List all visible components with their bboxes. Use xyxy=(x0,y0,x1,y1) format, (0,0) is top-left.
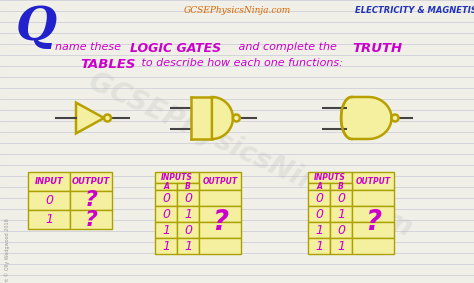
Bar xyxy=(177,183,199,190)
Text: A: A xyxy=(316,182,322,191)
Text: INPUTS: INPUTS xyxy=(161,173,193,182)
Text: 0: 0 xyxy=(45,194,53,207)
Text: ?: ? xyxy=(84,190,98,211)
Text: OUTPUT: OUTPUT xyxy=(72,177,110,186)
Bar xyxy=(70,210,112,229)
Bar xyxy=(155,172,199,183)
Bar xyxy=(70,172,112,191)
Bar xyxy=(308,222,330,238)
Bar xyxy=(308,238,330,254)
Text: GCSEPhysicsNinja.com: GCSEPhysicsNinja.com xyxy=(83,67,416,243)
Bar xyxy=(330,238,352,254)
Text: ?: ? xyxy=(84,209,98,230)
Bar xyxy=(330,222,352,238)
Text: 0: 0 xyxy=(162,192,170,205)
Text: LOGIC GATES: LOGIC GATES xyxy=(130,42,221,55)
Text: 0: 0 xyxy=(184,224,192,237)
Text: ELECTRICITY & MAGNETISM: ELECTRICITY & MAGNETISM xyxy=(355,6,474,15)
Text: Q: Q xyxy=(16,4,57,50)
Bar xyxy=(330,206,352,222)
Bar xyxy=(352,238,394,254)
Text: ?: ? xyxy=(212,208,228,236)
Text: 1: 1 xyxy=(315,224,323,237)
Bar xyxy=(177,206,199,222)
Text: 0: 0 xyxy=(315,192,323,205)
Text: OUTPUT: OUTPUT xyxy=(202,177,237,185)
Text: Copyright © Olly Wedgwood 2016: Copyright © Olly Wedgwood 2016 xyxy=(4,218,10,283)
Text: to describe how each one functions:: to describe how each one functions: xyxy=(138,58,343,68)
Bar xyxy=(352,206,394,222)
Bar xyxy=(155,183,177,190)
Circle shape xyxy=(233,115,240,121)
Text: B: B xyxy=(338,182,344,191)
Text: name these: name these xyxy=(55,42,125,52)
Text: 0: 0 xyxy=(337,224,345,237)
Text: OUTPUT: OUTPUT xyxy=(356,177,391,185)
Bar xyxy=(330,190,352,206)
Bar xyxy=(155,222,177,238)
Bar xyxy=(177,222,199,238)
Bar xyxy=(308,190,330,206)
Bar xyxy=(199,206,241,222)
Bar xyxy=(155,206,177,222)
Circle shape xyxy=(392,115,399,121)
Text: 1: 1 xyxy=(184,207,192,220)
Text: and complete the: and complete the xyxy=(235,42,340,52)
Text: B: B xyxy=(185,182,191,191)
Bar xyxy=(191,97,212,139)
Bar xyxy=(28,210,70,229)
Text: 1: 1 xyxy=(337,207,345,220)
Bar xyxy=(155,190,177,206)
Bar xyxy=(352,172,394,190)
Bar xyxy=(28,191,70,210)
Circle shape xyxy=(104,115,111,121)
Bar xyxy=(352,190,394,206)
Bar xyxy=(28,172,70,191)
Text: 1: 1 xyxy=(45,213,53,226)
Text: 1: 1 xyxy=(337,239,345,252)
Text: 0: 0 xyxy=(337,192,345,205)
Polygon shape xyxy=(212,97,233,139)
Text: 0: 0 xyxy=(184,192,192,205)
Text: 0: 0 xyxy=(162,207,170,220)
Text: 0: 0 xyxy=(315,207,323,220)
Text: 1: 1 xyxy=(162,224,170,237)
Bar xyxy=(199,172,241,190)
Text: INPUTS: INPUTS xyxy=(314,173,346,182)
Text: 1: 1 xyxy=(162,239,170,252)
Bar xyxy=(330,183,352,190)
Text: TRUTH: TRUTH xyxy=(352,42,402,55)
Bar xyxy=(199,222,241,238)
Bar xyxy=(199,190,241,206)
Bar xyxy=(177,190,199,206)
Text: TABLES: TABLES xyxy=(80,58,136,71)
Bar xyxy=(352,222,394,238)
Bar xyxy=(155,238,177,254)
Text: A: A xyxy=(163,182,169,191)
Text: 1: 1 xyxy=(184,239,192,252)
Polygon shape xyxy=(341,97,392,139)
Bar xyxy=(308,183,330,190)
Bar xyxy=(308,206,330,222)
Text: INPUT: INPUT xyxy=(35,177,64,186)
Bar xyxy=(177,238,199,254)
Bar xyxy=(70,191,112,210)
Bar xyxy=(199,238,241,254)
Text: ?: ? xyxy=(365,208,381,236)
Text: GCSEPhysicsNinja.com: GCSEPhysicsNinja.com xyxy=(183,6,291,15)
Polygon shape xyxy=(76,103,104,133)
Bar xyxy=(308,172,352,183)
Text: 1: 1 xyxy=(315,239,323,252)
